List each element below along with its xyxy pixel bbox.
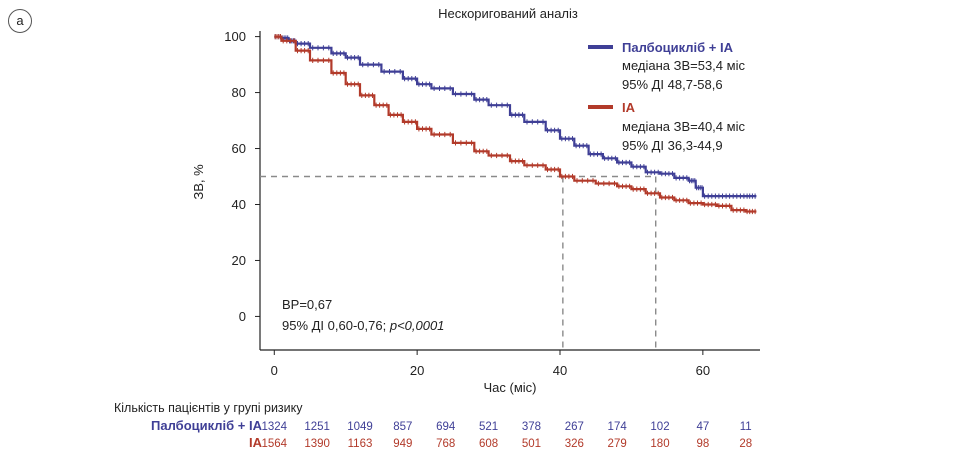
risk-count: 1324 — [261, 421, 287, 433]
hazard-ratio-text: ВР=0,67 — [282, 297, 332, 312]
x-tick-label: 0 — [271, 363, 278, 378]
risk-count: 1390 — [304, 438, 330, 450]
survival-line — [274, 35, 757, 198]
y-axis-title: ЗВ, % — [191, 164, 206, 200]
y-tick-label: 20 — [232, 253, 246, 268]
survival-line — [274, 35, 757, 213]
ci-p-text: 95% ДІ 0,60-0,76; p<0,0001 — [282, 318, 444, 333]
censor-marks — [274, 34, 756, 215]
risk-count: 11 — [740, 421, 752, 433]
x-tick-label: 40 — [553, 363, 567, 378]
y-tick-label: 60 — [232, 141, 246, 156]
risk-row-label-palbociclib: Палбоцикліб + IA — [151, 418, 263, 433]
risk-count: 267 — [565, 421, 584, 433]
risk-count: 768 — [436, 438, 455, 450]
legend-ci-ia: 95% ДІ 36,3-44,9 — [622, 138, 723, 153]
y-ticks: 0 20 40 60 80 100 — [224, 29, 260, 324]
legend-name-palbociclib: Палбоцикліб + IA — [622, 40, 734, 55]
risk-count: 180 — [650, 438, 669, 450]
statistics-annotation: ВР=0,67 95% ДІ 0,60-0,76; p<0,0001 — [282, 297, 444, 333]
y-tick-label: 80 — [232, 85, 246, 100]
x-axis-title: Час (міс) — [484, 380, 537, 395]
risk-count: 608 — [479, 438, 498, 450]
p-value: <0,0001 — [397, 318, 444, 333]
ci-text: 95% ДІ 0,60-0,76; — [282, 318, 390, 333]
risk-count: 279 — [608, 438, 627, 450]
risk-count: 694 — [436, 421, 456, 433]
risk-count: 1049 — [347, 421, 373, 433]
risk-table-values: 1324 1251 1049 857 694 521 378 267 174 102 47 11 156… — [261, 421, 752, 450]
p-label: p — [389, 318, 397, 333]
chart-title: Нескоригований аналіз — [438, 6, 578, 21]
legend-median-palbociclib: медіана ЗВ=53,4 міс — [622, 58, 745, 73]
y-tick-label: 100 — [224, 29, 246, 44]
x-tick-label: 20 — [410, 363, 424, 378]
risk-count: 949 — [393, 438, 412, 450]
panel-label: a — [8, 9, 32, 33]
survival-curves — [274, 34, 757, 215]
legend-name-ia: IA — [622, 100, 636, 115]
axes — [259, 31, 760, 351]
risk-count: 857 — [393, 421, 412, 433]
risk-count: 28 — [739, 438, 752, 450]
risk-count: 378 — [522, 421, 541, 433]
risk-table-title: Кількість пацієнтів у групі ризику — [114, 401, 303, 415]
x-ticks: 0 20 40 60 — [271, 350, 710, 378]
risk-count: 1251 — [304, 421, 330, 433]
legend-median-ia: медіана ЗВ=40,4 міс — [622, 119, 745, 134]
risk-count: 1163 — [348, 438, 373, 450]
risk-count: 174 — [608, 421, 628, 433]
risk-count: 521 — [479, 421, 498, 433]
risk-count: 102 — [650, 421, 669, 433]
risk-count: 98 — [696, 438, 709, 450]
risk-row-label-ia: IA — [249, 435, 263, 450]
reference-lines — [260, 175, 657, 350]
legend: Палбоцикліб + IA медіана ЗВ=53,4 міс 95%… — [588, 40, 745, 153]
x-tick-label: 60 — [696, 363, 710, 378]
risk-count: 326 — [565, 438, 584, 450]
y-tick-label: 40 — [232, 197, 246, 212]
legend-ci-palbociclib: 95% ДІ 48,7-58,6 — [622, 77, 723, 92]
y-tick-label: 0 — [239, 309, 246, 324]
risk-count: 501 — [522, 438, 541, 450]
survival-curve-ia — [274, 34, 757, 215]
risk-count: 47 — [696, 421, 709, 433]
risk-count: 1564 — [261, 438, 287, 450]
